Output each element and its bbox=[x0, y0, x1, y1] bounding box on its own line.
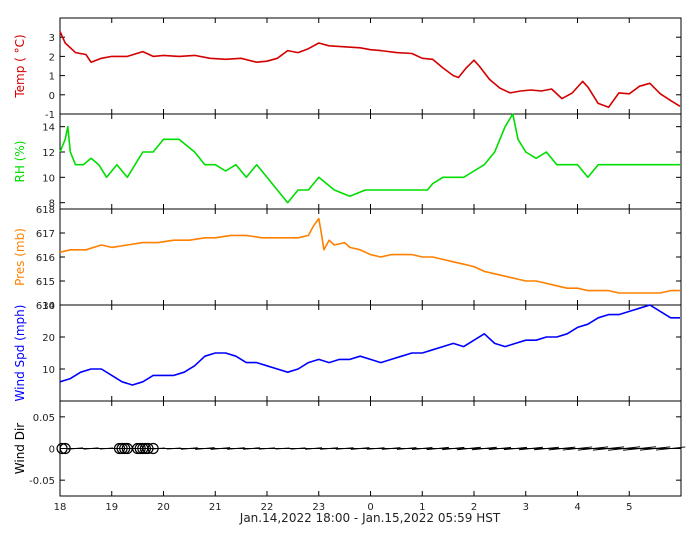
y-tick-label: 0 bbox=[49, 445, 55, 456]
wind-arrow bbox=[210, 447, 231, 450]
x-tick-label: 21 bbox=[209, 502, 222, 513]
wind-arrow bbox=[259, 447, 275, 450]
wind-arrow bbox=[562, 446, 593, 451]
x-tick-label: 20 bbox=[157, 502, 170, 513]
wind-arrow bbox=[151, 447, 165, 450]
series-line-panel-4 bbox=[59, 304, 680, 386]
wind-arrow bbox=[275, 447, 290, 450]
wind-arrow bbox=[533, 446, 559, 451]
y-tick-label: 8 bbox=[49, 199, 55, 210]
y-tick-label: 1 bbox=[49, 72, 55, 83]
wind-arrow bbox=[456, 446, 481, 451]
wind-arrow bbox=[366, 447, 385, 450]
wind-arrow bbox=[488, 446, 512, 451]
wind-arrow bbox=[227, 447, 245, 450]
wind-arrow bbox=[166, 447, 181, 450]
panel-1-frame bbox=[59, 17, 682, 115]
calm-marker bbox=[119, 442, 131, 455]
x-tick-label: 3 bbox=[523, 502, 529, 513]
x-tick-label: 23 bbox=[312, 502, 325, 513]
y-axis-label: Wind Spd (mph) bbox=[13, 305, 27, 402]
y-tick-label: 618 bbox=[36, 205, 55, 216]
panel-4-frame bbox=[59, 304, 682, 402]
x-axis-label: Jan.14,2022 18:00 - Jan.15,2022 05:59 HS… bbox=[239, 511, 501, 525]
y-tick-label: -1 bbox=[45, 110, 55, 121]
wind-arrow bbox=[426, 446, 449, 451]
x-tick-label: 1 bbox=[419, 502, 425, 513]
wind-arrow bbox=[623, 446, 657, 451]
panel-2-frame bbox=[59, 113, 682, 210]
wind-arrow bbox=[442, 446, 465, 451]
wind-arrow bbox=[518, 446, 543, 451]
wind-arrow bbox=[99, 447, 114, 450]
y-tick-label: 0 bbox=[49, 91, 55, 102]
y-tick-label: 617 bbox=[36, 229, 55, 240]
x-tick-label: 19 bbox=[105, 502, 118, 513]
wind-arrow bbox=[195, 447, 215, 450]
wind-arrow bbox=[655, 446, 686, 451]
wind-arrow bbox=[320, 447, 338, 450]
series-line-panel-2 bbox=[59, 113, 680, 204]
wind-arrow bbox=[607, 446, 641, 451]
series-line-panel-3 bbox=[59, 217, 680, 294]
y-tick-label: 30 bbox=[42, 301, 55, 312]
x-tick-label: 5 bbox=[626, 502, 632, 513]
y-tick-label: 616 bbox=[36, 253, 55, 264]
wind-arrow bbox=[305, 447, 323, 450]
calm-marker bbox=[134, 442, 146, 455]
y-axis-label: Pres (mb) bbox=[13, 228, 27, 286]
wind-arrow bbox=[592, 446, 625, 451]
calm-marker bbox=[113, 442, 126, 455]
y-tick-label: 20 bbox=[42, 333, 55, 344]
y-tick-label: 10 bbox=[42, 173, 55, 184]
y-tick-label: 614 bbox=[36, 301, 55, 312]
y-axis-label: RH (%) bbox=[13, 141, 27, 183]
calm-marker bbox=[139, 442, 151, 455]
x-tick-label: 22 bbox=[261, 502, 274, 513]
x-tick-label: 18 bbox=[54, 502, 67, 513]
y-tick-label: 14 bbox=[42, 123, 55, 134]
y-tick-label: 3 bbox=[49, 33, 55, 44]
wind-arrow bbox=[548, 446, 576, 451]
wind-arrow bbox=[639, 446, 671, 451]
wind-arrow bbox=[471, 446, 497, 451]
y-axis-label: Wind Dir bbox=[13, 423, 27, 475]
calm-marker bbox=[56, 442, 68, 455]
wind-arrow bbox=[243, 447, 260, 450]
series-line-panel-1 bbox=[59, 31, 681, 109]
y-tick-label: 0.05 bbox=[33, 413, 55, 424]
calm-marker bbox=[116, 442, 128, 455]
wind-arrow bbox=[412, 447, 433, 450]
wind-arrow bbox=[67, 447, 84, 450]
wind-arrow bbox=[290, 447, 306, 450]
x-tick-label: 0 bbox=[367, 502, 373, 513]
y-tick-label: 10 bbox=[42, 365, 55, 376]
wind-arrow bbox=[503, 446, 527, 451]
wind-arrow bbox=[577, 446, 609, 451]
wind-arrow bbox=[180, 447, 198, 450]
wind-arrow bbox=[83, 447, 99, 450]
wind-arrow bbox=[396, 447, 417, 450]
x-tick-label: 2 bbox=[471, 502, 477, 513]
y-tick-label: 12 bbox=[42, 148, 55, 159]
y-axis-label: Temp ( °C) bbox=[13, 34, 27, 98]
y-tick-label: 615 bbox=[36, 277, 55, 288]
wind-arrow bbox=[350, 447, 370, 450]
y-tick-label: 2 bbox=[49, 52, 55, 63]
wind-arrow bbox=[335, 447, 354, 450]
x-tick-label: 4 bbox=[574, 502, 580, 513]
y-tick-label: -0.05 bbox=[29, 476, 55, 487]
wind-arrow bbox=[381, 447, 401, 450]
